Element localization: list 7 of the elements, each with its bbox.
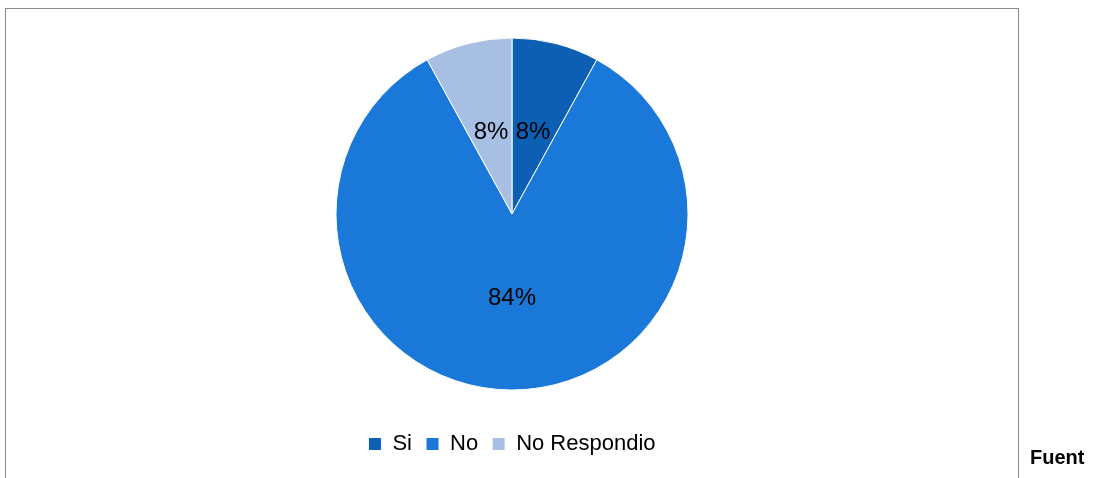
data-label: 84% [487,283,537,311]
data-label: 8% [473,116,509,144]
legend-label: No [450,430,479,456]
legend-label: Si [392,430,413,456]
legend-label: No Respondio [516,430,656,456]
data-label: 8% [515,116,551,144]
text: Fuent [1030,446,1085,469]
